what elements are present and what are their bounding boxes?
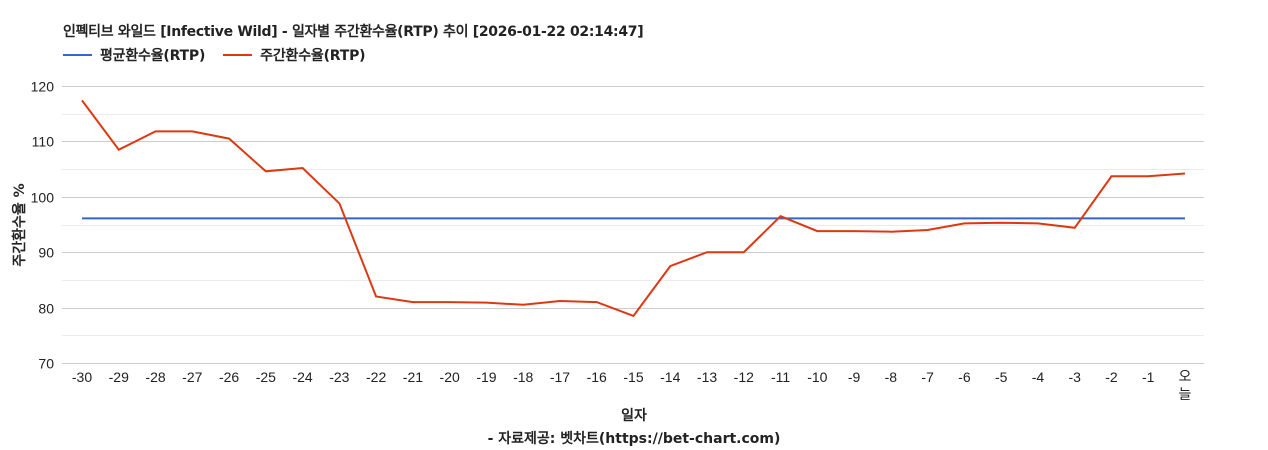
x-tick-label: -17 bbox=[550, 369, 570, 385]
x-tick-label: -30 bbox=[72, 369, 92, 385]
y-tick-label: 120 bbox=[31, 79, 55, 95]
legend: 평균환수율(RTP) 주간환수율(RTP) bbox=[63, 45, 383, 65]
x-tick-label: -20 bbox=[440, 369, 460, 385]
legend-item-weekly-rtp[interactable]: 주간환수율(RTP) bbox=[223, 45, 366, 65]
x-tick-label: -1 bbox=[1142, 369, 1155, 385]
x-tick-label: -9 bbox=[848, 369, 861, 385]
y-axis-ticks: 70 80 90 100 110 120 bbox=[31, 79, 55, 372]
legend-label-average-rtp: 평균환수율(RTP) bbox=[100, 48, 206, 64]
x-tick-label: -12 bbox=[734, 369, 754, 385]
x-tick-label: -8 bbox=[885, 369, 898, 385]
x-tick-label: -5 bbox=[995, 369, 1008, 385]
x-tick-label: -18 bbox=[513, 369, 533, 385]
x-tick-label: -19 bbox=[476, 369, 496, 385]
x-tick-label: -7 bbox=[921, 369, 934, 385]
source-note: - 자료제공: 벳차트(https://bet-chart.com) bbox=[487, 431, 781, 447]
x-tick-label: -27 bbox=[182, 369, 202, 385]
weekly-rtp-line[interactable] bbox=[81, 99, 1186, 318]
x-tick-label: -23 bbox=[329, 369, 349, 385]
x-tick-label-today: 오 bbox=[1179, 368, 1192, 384]
x-tick-label: -16 bbox=[587, 369, 607, 385]
x-tick-label: -21 bbox=[403, 369, 423, 385]
x-tick-label: -25 bbox=[256, 369, 276, 385]
gridlines bbox=[62, 86, 1204, 364]
x-tick-label: -4 bbox=[1032, 369, 1045, 385]
x-tick-label: -2 bbox=[1105, 369, 1118, 385]
x-tick-label-today: 늘 bbox=[1179, 386, 1192, 402]
chart-title: 인펙티브 와일드 [Infective Wild] - 일자별 주간환수율(RT… bbox=[63, 24, 644, 40]
series-lines bbox=[81, 99, 1186, 318]
x-tick-label: -29 bbox=[109, 369, 129, 385]
y-tick-label: 90 bbox=[38, 245, 54, 261]
x-tick-label: -3 bbox=[1068, 369, 1081, 385]
legend-label-weekly-rtp: 주간환수율(RTP) bbox=[260, 48, 366, 64]
x-tick-label: -28 bbox=[145, 369, 165, 385]
y-tick-label: 80 bbox=[38, 301, 54, 317]
legend-item-average-rtp[interactable]: 평균환수율(RTP) bbox=[63, 45, 205, 65]
x-tick-label: -13 bbox=[697, 369, 717, 385]
x-tick-label: -10 bbox=[807, 369, 827, 385]
x-axis-ticks: -30 -29 -28 -27 -26 -25 -24 -23 -22 -21 -20 -19 -18 -… bbox=[72, 368, 1192, 402]
legend-swatch-average-icon bbox=[63, 54, 92, 56]
y-tick-label: 100 bbox=[31, 190, 55, 206]
x-tick-label: -6 bbox=[958, 369, 971, 385]
x-tick-label: -15 bbox=[623, 369, 643, 385]
y-axis-title: 주간환수율 % bbox=[11, 183, 28, 266]
y-tick-label: 70 bbox=[38, 356, 54, 372]
x-axis-title: 일자 bbox=[621, 408, 647, 424]
x-tick-label: -24 bbox=[292, 369, 312, 385]
x-tick-label: -14 bbox=[660, 369, 680, 385]
legend-swatch-weekly-icon bbox=[223, 54, 253, 56]
y-tick-label: 110 bbox=[32, 134, 55, 150]
x-tick-label: -26 bbox=[219, 369, 239, 385]
x-tick-label: -11 bbox=[771, 369, 790, 385]
x-tick-label: -22 bbox=[366, 369, 386, 385]
